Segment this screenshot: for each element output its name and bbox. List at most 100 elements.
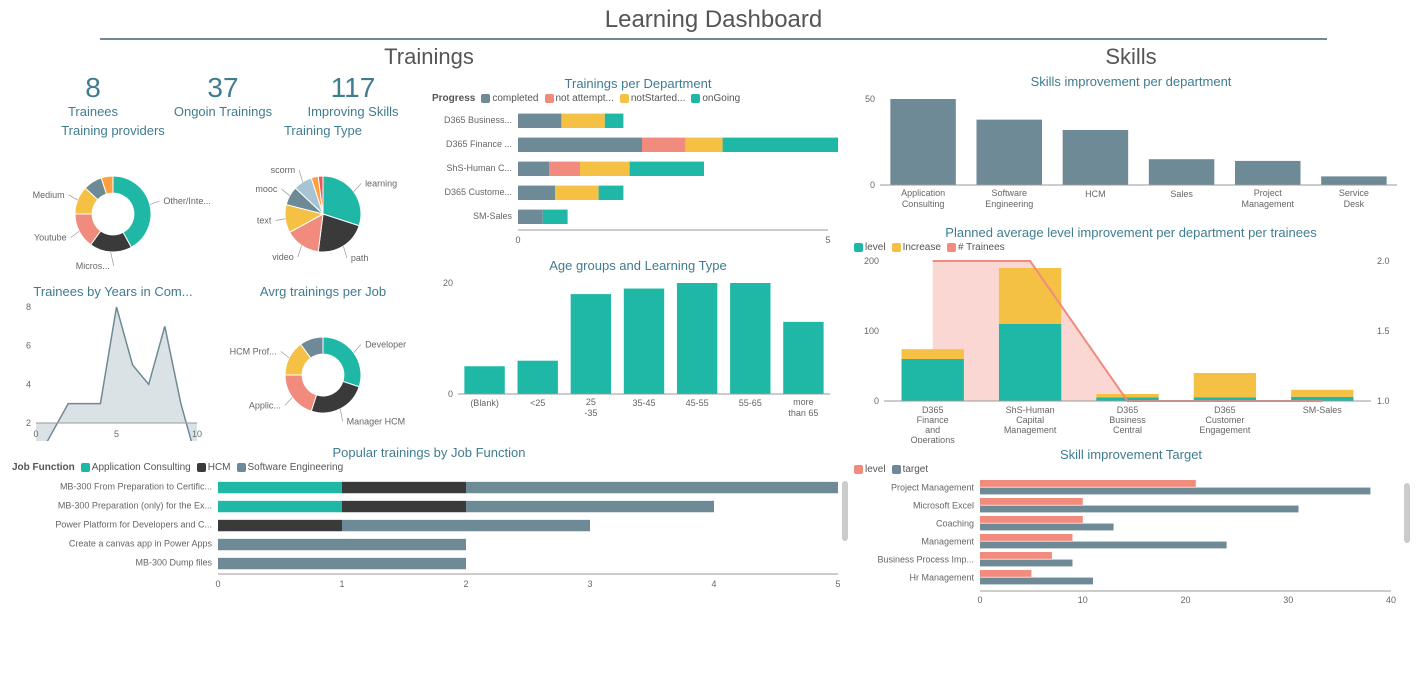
skills-section: Skills Skills improvement per department… xyxy=(850,44,1420,615)
svg-text:5: 5 xyxy=(835,579,840,589)
svg-text:10: 10 xyxy=(1078,595,1088,605)
svg-text:2.0: 2.0 xyxy=(1377,256,1390,266)
svg-text:Micros...: Micros... xyxy=(76,261,110,271)
svg-text:0: 0 xyxy=(870,180,875,190)
svg-text:0: 0 xyxy=(874,396,879,406)
svg-text:text: text xyxy=(257,216,272,226)
svg-text:ShS-Human C...: ShS-Human C... xyxy=(446,163,512,173)
svg-text:MB-300 From Preparation to Cer: MB-300 From Preparation to Certific... xyxy=(60,481,212,491)
kpi-label: Ongoin Trainings xyxy=(168,104,278,119)
svg-text:D365 Custome...: D365 Custome... xyxy=(444,187,512,197)
svg-text:Service: Service xyxy=(1339,188,1369,198)
kpi-value: 117 xyxy=(298,72,408,104)
svg-text:40: 40 xyxy=(1386,595,1396,605)
skills-heading: Skills xyxy=(850,44,1412,70)
svg-text:Create a canvas app in Power A: Create a canvas app in Power Apps xyxy=(69,538,213,548)
svg-text:30: 30 xyxy=(1283,595,1293,605)
svg-text:Management: Management xyxy=(1004,425,1057,435)
kpi-skills[interactable]: 117 Improving Skills xyxy=(298,72,408,119)
svg-text:SM-Sales: SM-Sales xyxy=(473,211,513,221)
svg-text:0: 0 xyxy=(448,389,453,399)
svg-text:SM-Sales: SM-Sales xyxy=(1303,405,1343,415)
planned-chart[interactable]: 01002001.01.52.0D365FinanceandOperations… xyxy=(850,253,1405,443)
kpi-label: Improving Skills xyxy=(298,104,408,119)
planned-legend: levelIncrease# Trainees xyxy=(850,242,1412,253)
skills-dept-chart[interactable]: 050ApplicationConsultingSoftwareEngineer… xyxy=(850,91,1405,221)
svg-text:D365: D365 xyxy=(922,405,944,415)
training-type-title: Training Type xyxy=(218,123,428,138)
svg-text:55-65: 55-65 xyxy=(739,398,762,408)
per-dept-title: Trainings per Department xyxy=(428,76,848,91)
svg-text:-35: -35 xyxy=(584,408,597,418)
svg-text:<25: <25 xyxy=(530,398,545,408)
kpi-label: Trainees xyxy=(38,104,148,119)
svg-text:Management: Management xyxy=(1241,199,1294,209)
svg-text:4: 4 xyxy=(711,579,716,589)
svg-text:Power Platform for Developers: Power Platform for Developers and C... xyxy=(55,519,212,529)
svg-text:ShS-Human: ShS-Human xyxy=(1006,405,1055,415)
svg-text:Software: Software xyxy=(991,188,1027,198)
svg-text:1: 1 xyxy=(339,579,344,589)
svg-text:scorm: scorm xyxy=(271,165,296,175)
svg-text:Manager HCM: Manager HCM xyxy=(347,416,406,426)
svg-text:3: 3 xyxy=(587,579,592,589)
svg-text:than 65: than 65 xyxy=(788,408,818,418)
svg-text:20: 20 xyxy=(1180,595,1190,605)
svg-text:Developer: Developer xyxy=(365,339,406,349)
page-title: Learning Dashboard xyxy=(0,0,1427,38)
kpi-value: 8 xyxy=(38,72,148,104)
svg-text:5: 5 xyxy=(114,429,119,439)
svg-text:5: 5 xyxy=(825,235,830,245)
training-type-chart[interactable]: learningpathvideotextmoocscorm xyxy=(218,140,428,280)
svg-text:Sales: Sales xyxy=(1170,189,1193,199)
per-dept-legend: Progresscompletednot attempt...notStarte… xyxy=(428,93,848,104)
svg-text:video: video xyxy=(272,252,294,262)
svg-text:Microsoft Excel: Microsoft Excel xyxy=(913,501,974,511)
svg-text:D365 Business...: D365 Business... xyxy=(444,115,512,125)
svg-text:path: path xyxy=(351,253,369,263)
svg-text:D365 Finance ...: D365 Finance ... xyxy=(446,139,512,149)
svg-text:2: 2 xyxy=(463,579,468,589)
trainings-section: Trainings 8 Trainees 37 Ongoin Trainings… xyxy=(0,44,850,615)
svg-text:100: 100 xyxy=(864,326,879,336)
svg-text:45-55: 45-55 xyxy=(686,398,709,408)
per-dept-chart[interactable]: D365 Business... D365 Finance ... ShS-Huma… xyxy=(428,104,838,254)
popular-title: Popular trainings by Job Function xyxy=(8,445,850,460)
svg-text:0: 0 xyxy=(515,235,520,245)
svg-text:Customer: Customer xyxy=(1205,415,1244,425)
svg-text:Hr Management: Hr Management xyxy=(909,573,974,583)
svg-text:Desk: Desk xyxy=(1344,199,1365,209)
title-divider xyxy=(100,38,1327,40)
svg-text:HCM: HCM xyxy=(1085,189,1106,199)
svg-text:0: 0 xyxy=(977,595,982,605)
target-chart[interactable]: Project ManagementMicrosoft ExcelCoachin… xyxy=(850,475,1405,615)
kpi-ongoing[interactable]: 37 Ongoin Trainings xyxy=(168,72,278,119)
planned-title: Planned average level improvement per de… xyxy=(850,225,1412,240)
svg-text:20: 20 xyxy=(443,278,453,288)
target-title: Skill improvement Target xyxy=(850,447,1412,462)
svg-text:Business: Business xyxy=(1109,415,1146,425)
kpi-trainees[interactable]: 8 Trainees xyxy=(38,72,148,119)
svg-text:D365: D365 xyxy=(1117,405,1139,415)
target-legend: leveltarget xyxy=(850,464,1412,475)
svg-text:Engineering: Engineering xyxy=(985,199,1033,209)
age-chart[interactable]: 020(Blank)<2525-3535-4545-5555-65moretha… xyxy=(428,275,838,430)
svg-text:Coaching: Coaching xyxy=(936,519,974,529)
target-scrollbar[interactable] xyxy=(1404,483,1410,543)
popular-chart[interactable]: MB-300 From Preparation to Certific... MB… xyxy=(8,473,848,603)
svg-text:Project: Project xyxy=(1254,188,1283,198)
svg-text:35-45: 35-45 xyxy=(632,398,655,408)
kpi-row: 8 Trainees 37 Ongoin Trainings 117 Impro… xyxy=(8,72,428,119)
avrg-chart[interactable]: DeveloperManager HCMApplic...HCM Prof... xyxy=(218,301,428,441)
providers-chart[interactable]: Other/Inte...Micros...YoutubeMedium xyxy=(8,140,218,280)
popular-scrollbar[interactable] xyxy=(842,481,848,541)
years-title: Trainees by Years in Com... xyxy=(8,284,218,299)
svg-text:4: 4 xyxy=(26,379,31,389)
svg-text:50: 50 xyxy=(865,94,875,104)
svg-text:Management: Management xyxy=(921,537,974,547)
svg-text:Youtube: Youtube xyxy=(34,233,67,243)
years-chart[interactable]: 24680510 xyxy=(8,301,203,441)
svg-text:mooc: mooc xyxy=(255,184,278,194)
svg-text:200: 200 xyxy=(864,256,879,266)
svg-text:MB-300 Dump files: MB-300 Dump files xyxy=(135,557,212,567)
